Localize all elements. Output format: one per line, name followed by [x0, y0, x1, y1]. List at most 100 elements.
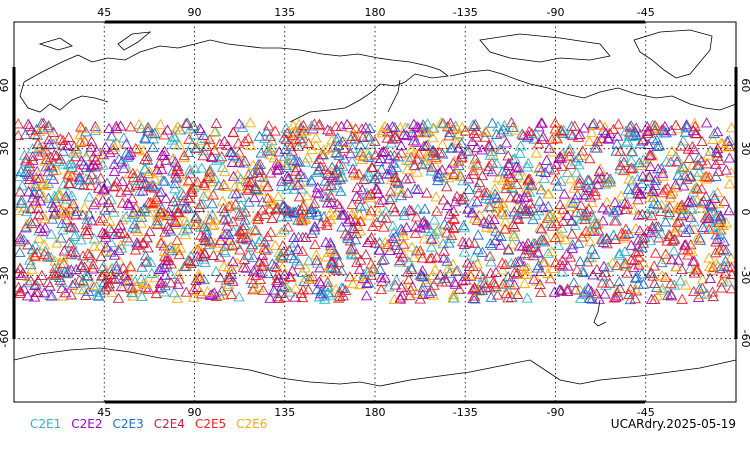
observation-marker [65, 157, 78, 168]
observation-marker [375, 146, 388, 157]
observation-marker [94, 286, 106, 297]
observation-marker [476, 284, 489, 295]
observation-marker [572, 152, 585, 163]
axis-tick-labels: 45459090135135180180-135-135-90-90-45-45… [0, 6, 750, 419]
observation-marker [457, 236, 469, 247]
observation-marker [204, 236, 217, 247]
observation-marker [110, 123, 123, 134]
observation-marker [281, 127, 293, 138]
observation-marker [318, 144, 330, 155]
observation-marker [288, 253, 300, 264]
observation-marker [19, 128, 32, 140]
observation-marker [139, 133, 152, 144]
observation-marker [23, 170, 36, 181]
observation-marker [243, 183, 255, 194]
observation-marker [14, 186, 26, 197]
observation-marker [609, 196, 621, 208]
observation-marker [570, 167, 583, 178]
observation-marker [280, 122, 292, 133]
observation-marker [645, 149, 657, 160]
legend-item-c2e4: C2E4 [153, 417, 185, 431]
observation-marker [77, 209, 89, 220]
observation-marker [241, 234, 253, 245]
observation-marker [66, 279, 79, 290]
observation-marker [710, 170, 722, 181]
observation-marker [412, 126, 425, 137]
observation-marker [57, 224, 69, 235]
observation-marker [65, 264, 77, 275]
observation-marker [185, 250, 197, 261]
observation-marker [675, 140, 687, 151]
observation-marker [275, 211, 288, 222]
observation-marker [395, 281, 408, 293]
observation-marker [295, 204, 308, 215]
observation-marker [438, 245, 450, 256]
observation-marker [363, 122, 376, 133]
observation-marker [46, 130, 58, 141]
observation-marker [187, 283, 200, 295]
observation-marker [519, 248, 531, 259]
legend-item-c2e5: C2E5 [194, 417, 227, 431]
observation-marker [676, 161, 689, 172]
observation-marker [683, 152, 696, 164]
observation-marker [69, 151, 82, 162]
observation-marker [247, 167, 259, 178]
observation-marker [176, 187, 188, 198]
observation-marker [485, 256, 497, 267]
observation-marker [589, 142, 601, 153]
observation-marker [479, 131, 491, 142]
observation-marker [141, 154, 154, 165]
observation-marker [296, 291, 309, 303]
observation-marker [60, 190, 72, 201]
observation-marker [320, 236, 332, 247]
observation-marker [130, 174, 142, 185]
observation-marker [22, 118, 34, 129]
observation-marker [158, 245, 171, 256]
observation-marker [373, 196, 386, 208]
observation-marker [671, 156, 683, 167]
observation-marker [338, 209, 351, 220]
observation-marker [458, 246, 471, 257]
coastline-svalbard [38, 37, 73, 51]
observation-marker [454, 193, 467, 204]
observation-marker [404, 289, 416, 301]
observation-marker [502, 150, 514, 161]
observation-marker [586, 243, 598, 254]
lat-tick-label-left: 60 [0, 78, 11, 92]
observation-marker [414, 248, 427, 259]
observation-marker [357, 272, 370, 284]
observation-marker [546, 133, 558, 144]
observation-marker [589, 248, 601, 259]
observation-marker [437, 172, 449, 183]
observation-marker [178, 149, 190, 161]
observation-marker [433, 167, 446, 178]
observation-marker [443, 232, 456, 244]
observation-marker [687, 285, 700, 297]
observation-marker [204, 164, 216, 175]
observation-marker [542, 247, 554, 258]
observation-marker [421, 219, 433, 230]
observation-marker [87, 279, 99, 291]
observation-marker [367, 220, 379, 231]
observation-marker [208, 287, 221, 298]
observation-marker [500, 209, 512, 220]
observation-marker [21, 290, 34, 301]
observation-marker [406, 241, 418, 252]
observation-marker [702, 213, 714, 224]
observation-marker [57, 179, 70, 190]
observation-marker [702, 149, 715, 160]
observation-marker [537, 256, 550, 267]
observation-marker [140, 178, 152, 189]
observation-marker [483, 141, 495, 152]
observation-marker [651, 198, 664, 210]
observation-marker [553, 227, 565, 238]
observation-marker [115, 242, 128, 253]
observation-marker [333, 291, 345, 302]
observation-marker [395, 139, 407, 151]
observation-marker [611, 259, 623, 271]
observation-marker [630, 122, 642, 133]
observation-marker [155, 276, 167, 287]
observation-marker [283, 135, 296, 147]
observation-marker [457, 194, 469, 205]
